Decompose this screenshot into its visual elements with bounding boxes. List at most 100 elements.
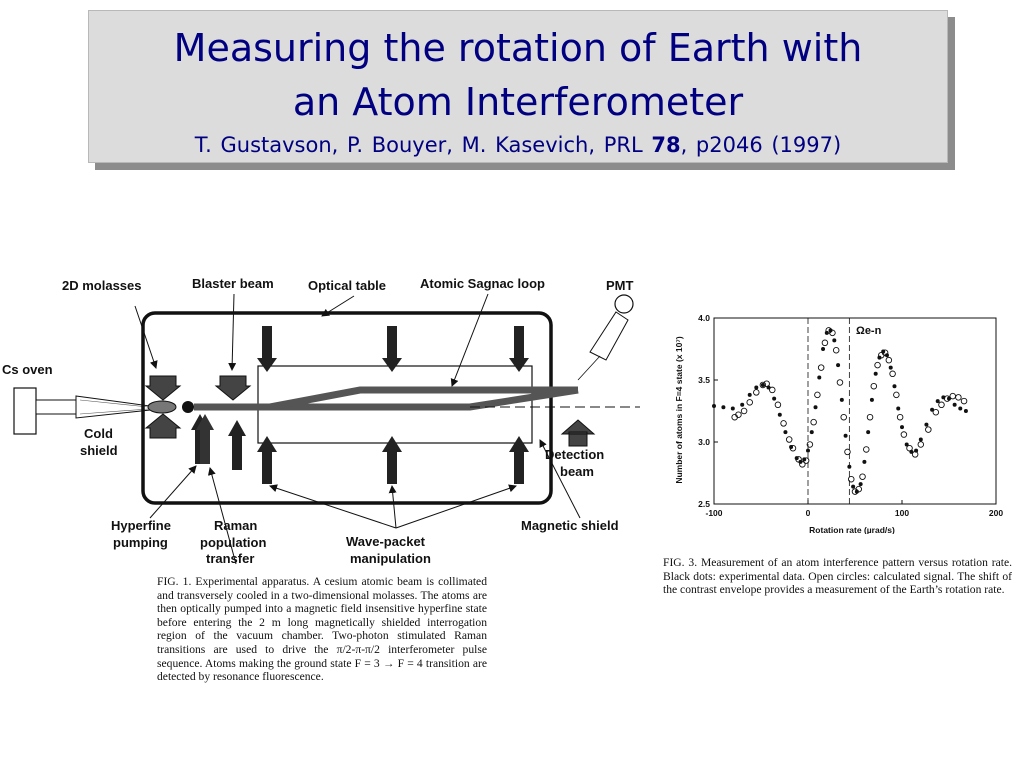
- data-point-calculated: [900, 431, 908, 438]
- y-tick-label: 4.0: [698, 313, 710, 323]
- x-tick-label: 200: [989, 508, 1003, 518]
- data-point-calculated: [847, 475, 855, 483]
- data-point-experimental: [851, 484, 856, 489]
- data-point-experimental: [935, 399, 940, 404]
- chart-frame: [713, 317, 997, 505]
- data-point-experimental: [904, 442, 909, 447]
- data-point-calculated: [789, 444, 797, 452]
- data-point-experimental: [839, 397, 844, 402]
- label-hyperfine-2: pumping: [113, 535, 168, 550]
- data-point-calculated: [769, 386, 776, 394]
- data-point-calculated: [917, 441, 925, 448]
- data-point-calculated: [859, 473, 866, 480]
- data-point-calculated: [821, 339, 829, 347]
- data-point-experimental: [900, 425, 904, 430]
- data-point-calculated: [885, 356, 893, 364]
- label-cold-shield-1: Cold: [84, 426, 113, 441]
- data-point-experimental: [958, 406, 963, 411]
- pmt-lens: [589, 311, 629, 361]
- apparatus-diagram: 2D molasses Blaster beam Optical table A…: [2, 276, 640, 566]
- data-point-experimental: [721, 405, 726, 410]
- slide-title-line-1: Measuring the rotation of Earth with: [173, 26, 863, 70]
- interference-chart: -100 0 100 200 2.5 3.0 3.5 4.0 Number of atoms …: [674, 313, 1003, 534]
- data-point-calculated: [763, 380, 770, 387]
- data-point-experimental: [896, 406, 901, 411]
- data-point-experimental: [832, 338, 837, 343]
- data-point-experimental: [712, 404, 716, 409]
- citation: T. Gustavson, P. Bouyer, M. Kasevich, PR…: [89, 133, 947, 157]
- data-point-calculated: [870, 382, 878, 390]
- title-box: Measuring the rotation of Earth with an …: [88, 10, 948, 163]
- data-point-calculated: [785, 436, 793, 443]
- data-point-experimental: [777, 412, 782, 417]
- data-point-calculated: [746, 399, 753, 406]
- data-point-experimental: [783, 430, 788, 435]
- data-point-experimental: [730, 406, 735, 411]
- chart-axes: -100 0 100 200 2.5 3.0 3.5 4.0: [698, 313, 1003, 518]
- data-point-calculated: [925, 426, 932, 433]
- blaster-beam: [214, 375, 252, 401]
- data-point-experimental: [772, 396, 777, 401]
- data-point-calculated: [799, 461, 806, 468]
- oven-tube: [35, 399, 77, 415]
- data-point-calculated: [814, 391, 821, 399]
- data-point-calculated: [802, 457, 810, 464]
- label-atomic-sagnac-loop: Atomic Sagnac loop: [420, 276, 545, 291]
- label-wavepacket-1: Wave-packet: [346, 534, 426, 549]
- data-point-experimental: [866, 430, 871, 435]
- data-point-experimental: [836, 363, 841, 368]
- data-point-calculated: [911, 451, 919, 458]
- data-point-calculated: [896, 413, 904, 421]
- label-hyperfine-1: Hyperfine: [111, 518, 171, 533]
- pmt-icon: [614, 294, 634, 314]
- raman-beam-a: [200, 428, 210, 464]
- data-point-calculated: [960, 397, 968, 405]
- data-point-calculated: [780, 420, 787, 427]
- data-point-calculated: [855, 485, 863, 493]
- slide-title-line-2: an Atom Interferometer: [292, 80, 744, 124]
- label-2d-molasses: 2D molasses: [62, 278, 142, 293]
- citation-authors: T. Gustavson, P. Bouyer, M. Kasevich, PR…: [194, 133, 652, 157]
- data-point-experimental: [924, 422, 929, 427]
- label-blaster-beam: Blaster beam: [192, 276, 274, 291]
- data-point-experimental: [821, 347, 826, 351]
- data-point-calculated: [829, 329, 836, 337]
- data-point-experimental: [740, 402, 745, 407]
- data-point-experimental: [873, 371, 878, 376]
- data-point-calculated: [740, 407, 748, 415]
- data-point-experimental: [892, 384, 897, 389]
- wavepacket-beams: [257, 326, 529, 484]
- cs-oven-box: [13, 387, 37, 435]
- data-point-calculated: [774, 401, 782, 409]
- data-point-experimental: [869, 397, 874, 402]
- data-point-experimental: [809, 430, 814, 435]
- data-point-calculated: [840, 413, 847, 421]
- data-point-calculated: [836, 379, 844, 386]
- figure3-caption: FIG. 3. Measurement of an atom interfere…: [663, 556, 1012, 597]
- molasses-beam-top: [144, 375, 182, 401]
- citation-rest: , p2046 (1997): [680, 133, 842, 157]
- data-point-calculated: [932, 408, 940, 416]
- data-point-experimental: [888, 365, 893, 370]
- data-point-calculated: [735, 411, 742, 418]
- label-detection-2: beam: [560, 464, 594, 479]
- data-point-experimental: [847, 464, 852, 469]
- y-tick-label: 3.0: [698, 437, 710, 447]
- label-raman-1: Raman: [214, 518, 257, 533]
- detection-beam: [560, 419, 596, 447]
- x-tick-label: 100: [895, 508, 909, 518]
- y-tick-label: 2.5: [698, 499, 710, 509]
- x-tick-label: 0: [806, 508, 811, 518]
- data-point-calculated: [795, 456, 802, 463]
- chart-x-axis-label: Rotation rate (µrad/s): [809, 525, 895, 534]
- data-point-experimental: [963, 409, 968, 413]
- data-point-calculated: [955, 394, 962, 401]
- data-point-experimental: [813, 405, 818, 410]
- label-raman-3: transfer: [206, 551, 254, 566]
- data-point-calculated: [874, 361, 881, 369]
- molasses-region: [147, 400, 177, 414]
- label-raman-2: population: [200, 535, 266, 550]
- label-cs-oven: Cs oven: [2, 362, 53, 377]
- label-cold-shield-2: shield: [80, 443, 118, 458]
- data-point-experimental: [806, 448, 810, 453]
